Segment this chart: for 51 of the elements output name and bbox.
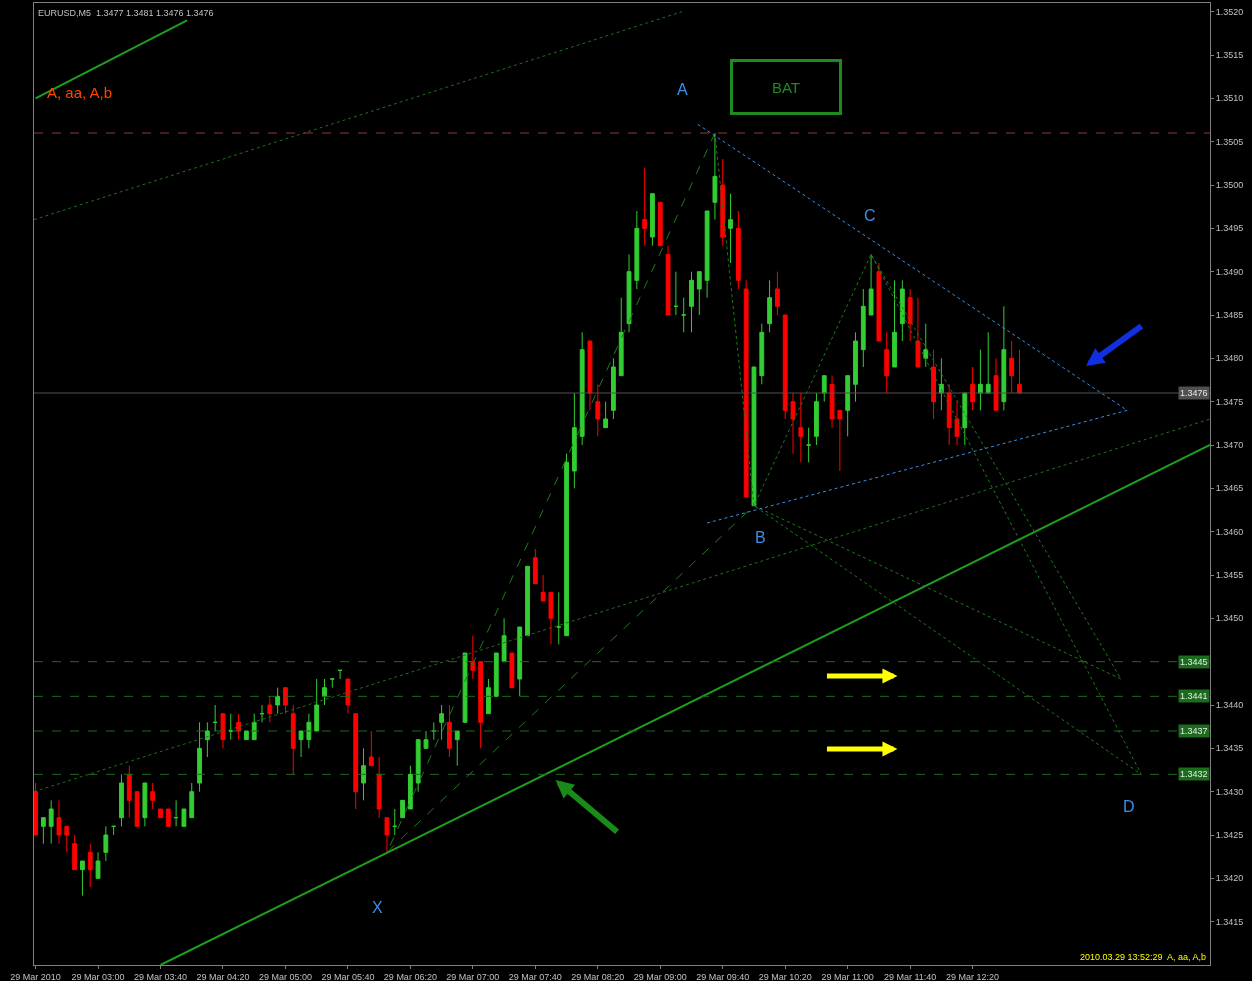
x-tick-label: 29 Mar 09:00 — [633, 971, 687, 981]
x-tick-label: 29 Mar 09:40 — [696, 971, 750, 981]
y-tick-label: 1.3520 — [1215, 6, 1244, 17]
ref-line-label: 1.3445 — [1180, 657, 1208, 667]
y-tick-label: 1.3415 — [1215, 916, 1244, 927]
x-tick-label: 29 Mar 03:40 — [133, 971, 188, 981]
y-tick-label: 1.3465 — [1215, 483, 1244, 494]
y-tick-label: 1.3430 — [1215, 786, 1244, 797]
ref-line-label: 1.3441 — [1180, 691, 1208, 701]
x-tick-label: 29 Mar 03:00 — [71, 971, 125, 981]
annotation: D — [1123, 798, 1135, 815]
x-tick-label: 29 Mar 07:40 — [508, 971, 562, 981]
text: EURUSD,M5 1.3477 1.3481 1.3476 1.3476 — [37, 8, 214, 19]
x-tick-label: 29 Mar 11:00 — [821, 971, 874, 981]
x-tick-label: 29 Mar 04:20 — [196, 971, 250, 981]
x-tick-label: 29 Mar 05:00 — [258, 971, 312, 981]
x-tick-label: 29 Mar 05:40 — [321, 971, 375, 981]
y-tick-label: 1.3460 — [1215, 526, 1244, 537]
annotation: 2010.03.29 13:52:29 A, aa, A,b — [1080, 952, 1207, 962]
annotation: B — [755, 529, 766, 546]
x-tick-label: 29 Mar 06:20 — [383, 971, 437, 981]
x-tick-label: 29 Mar 2010 — [10, 971, 61, 981]
annotation: C — [864, 207, 876, 224]
y-tick-label: 1.3485 — [1215, 310, 1244, 321]
y-tick-label: 1.3510 — [1215, 93, 1244, 104]
ref-line-label: 1.3476 — [1180, 388, 1208, 398]
y-tick-label: 1.3505 — [1215, 136, 1244, 147]
x-tick-label: 29 Mar 10:20 — [758, 971, 812, 981]
y-tick-label: 1.3435 — [1215, 743, 1244, 754]
annotation: X — [372, 899, 383, 916]
y-tick-label: 1.3475 — [1215, 396, 1244, 407]
ref-line-label: 1.3437 — [1180, 726, 1208, 736]
y-tick-label: 1.3455 — [1215, 570, 1244, 581]
annotation: BAT — [771, 78, 801, 96]
x-tick-label: 29 Mar 07:00 — [446, 971, 500, 981]
y-tick-label: 1.3470 — [1215, 440, 1244, 451]
ref-line-label: 1.3432 — [1180, 769, 1208, 779]
y-tick-label: 1.3490 — [1215, 266, 1244, 277]
annotation: A, aa, A,b — [47, 84, 113, 101]
y-tick-label: 1.3420 — [1215, 873, 1244, 884]
y-tick-label: 1.3515 — [1215, 50, 1244, 61]
x-tick-label: 29 Mar 12:20 — [946, 971, 1000, 981]
y-tick-label: 1.3500 — [1215, 180, 1244, 191]
y-tick-label: 1.3440 — [1215, 700, 1244, 711]
annotation: A — [677, 81, 688, 98]
y-tick-label: 1.3495 — [1215, 223, 1244, 234]
y-tick-label: 1.3480 — [1215, 353, 1244, 364]
x-tick-label: 29 Mar 08:20 — [571, 971, 625, 981]
x-tick-label: 29 Mar 11:40 — [883, 971, 937, 981]
y-tick-label: 1.3450 — [1215, 613, 1244, 624]
y-tick-label: 1.3425 — [1215, 830, 1244, 841]
